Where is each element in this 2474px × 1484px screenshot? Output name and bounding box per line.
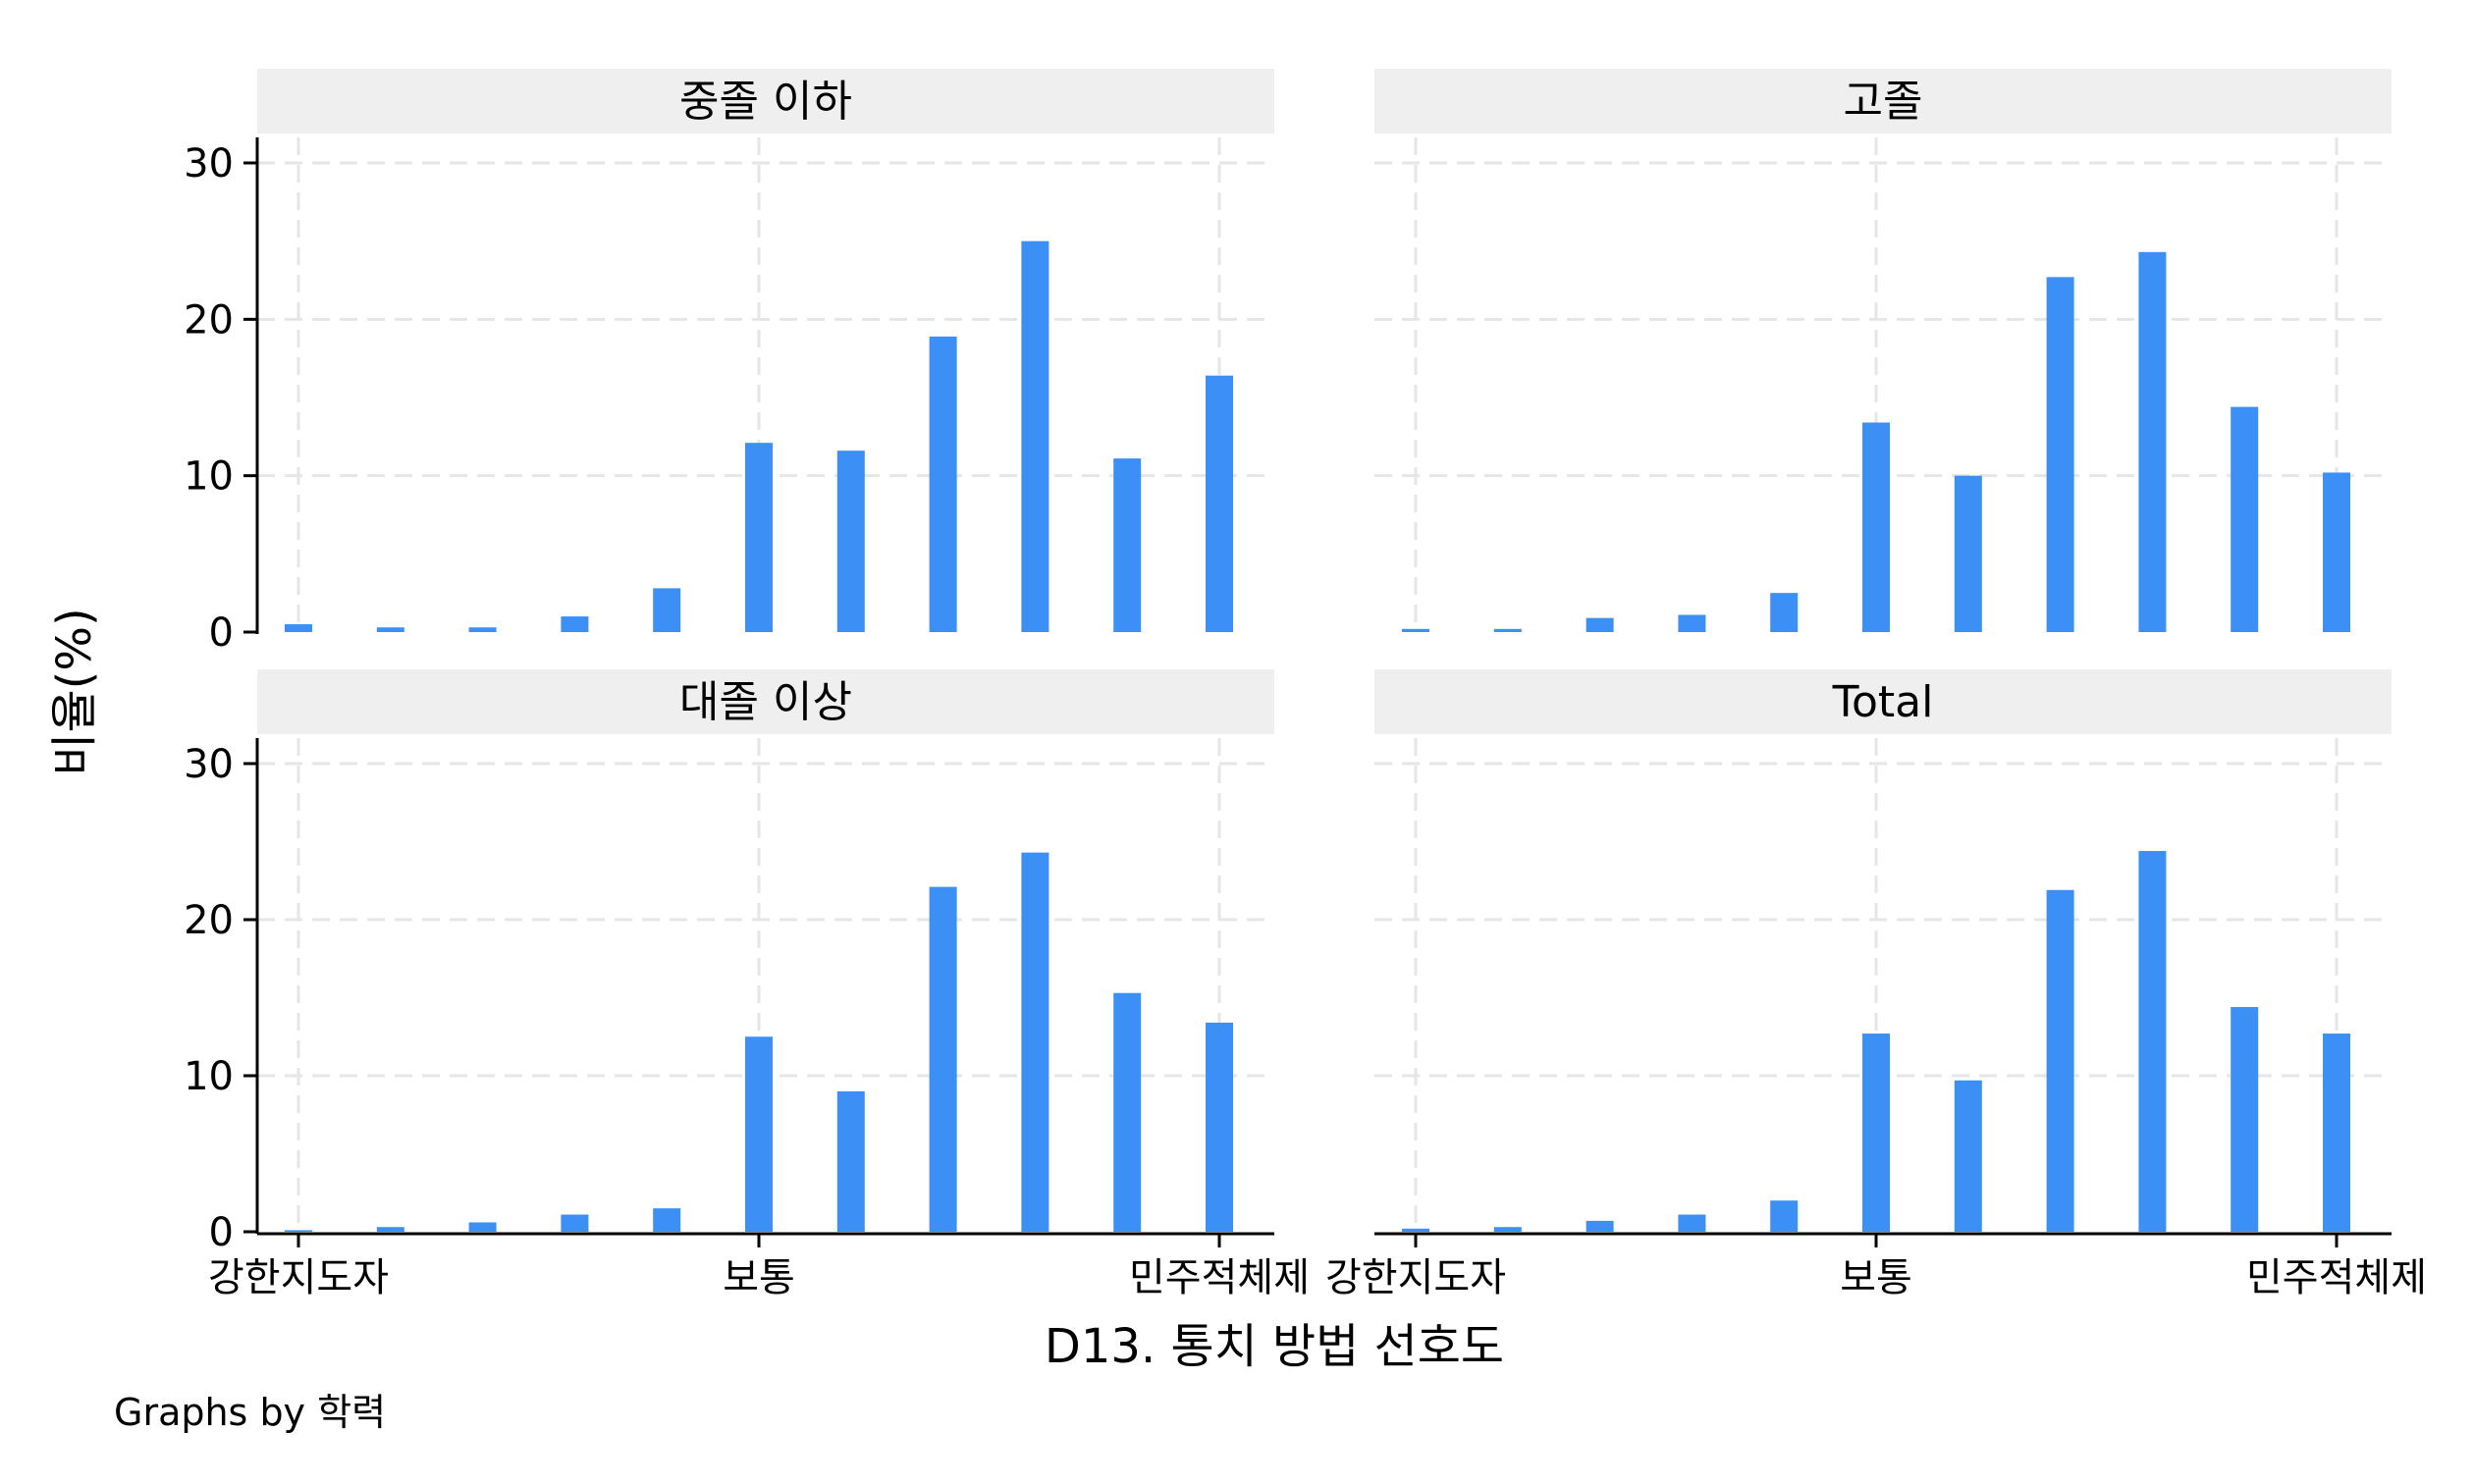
bar <box>2231 1007 2259 1232</box>
bar <box>376 627 404 632</box>
bar <box>561 616 589 632</box>
bar <box>1206 1022 1233 1232</box>
y-tick-label: 20 <box>184 297 234 343</box>
panel-title: 중졸 이하 <box>679 77 852 127</box>
panel-header <box>257 669 1274 734</box>
panel-2: 고졸 <box>1374 69 2392 632</box>
bar <box>2231 406 2259 632</box>
bar <box>1586 617 1614 632</box>
bar <box>561 1214 589 1232</box>
bar <box>1862 422 1890 632</box>
bar <box>1021 240 1049 632</box>
y-tick-label: 0 <box>209 610 234 656</box>
bar <box>1206 375 1233 632</box>
bar <box>1954 1080 1982 1232</box>
bar <box>836 450 865 632</box>
x-tick-label: 민주적체제 <box>1129 1255 1310 1300</box>
panel-header <box>1374 69 2392 133</box>
bar <box>745 443 773 632</box>
bar <box>376 1227 404 1232</box>
panel-3: 대졸 이상 0 10 20 30 강한지도자 보통 민주적체제 <box>184 669 1310 1300</box>
x-axis-title: D13. 통치 방법 선호도 <box>1045 1319 1504 1374</box>
bar <box>745 1036 773 1232</box>
bar <box>1021 852 1049 1232</box>
y-tick-label: 30 <box>184 742 234 787</box>
bar <box>929 336 957 632</box>
bar <box>2138 251 2167 632</box>
y-tick-label: 10 <box>184 454 234 500</box>
y-tick-label: 0 <box>209 1210 234 1255</box>
bar <box>836 1090 865 1232</box>
bar <box>1402 1228 1429 1232</box>
bar <box>653 588 681 632</box>
panel-title: 고졸 <box>1844 77 1923 127</box>
bar <box>653 1208 681 1232</box>
bar <box>2323 1034 2350 1232</box>
panel-4: Total 강한지도자 보통 민주적체제 <box>1325 669 2427 1300</box>
bar <box>1493 628 1522 632</box>
bar <box>1493 1227 1522 1232</box>
panel-header <box>1374 669 2392 734</box>
bar <box>285 624 312 632</box>
bar <box>1770 593 1799 632</box>
x-tick-label: 강한지도자 <box>1325 1255 1506 1300</box>
bar <box>285 1230 312 1232</box>
graphs-by-note: Graphs by 학력 <box>114 1391 386 1434</box>
bar <box>1586 1220 1614 1232</box>
bar <box>2046 889 2074 1232</box>
y-axis-title: 비율(%) <box>47 608 102 775</box>
bar <box>1678 614 1706 632</box>
bar <box>2138 851 2167 1232</box>
bar <box>1862 1034 1890 1232</box>
bar <box>1113 458 1142 632</box>
x-tick-label: 민주적체제 <box>2246 1255 2427 1300</box>
bar <box>1402 628 1429 632</box>
bar <box>1954 475 1982 632</box>
panel-title: Total <box>1832 677 1934 727</box>
y-tick-label: 20 <box>184 898 234 943</box>
panel-header <box>257 69 1274 133</box>
bar <box>1770 1200 1799 1232</box>
bar <box>1678 1214 1706 1232</box>
panel-1: 중졸 이하 0 10 20 30 <box>184 69 1274 656</box>
bar <box>468 1222 497 1232</box>
bar <box>1113 992 1142 1232</box>
x-tick-label: 강한지도자 <box>208 1255 389 1300</box>
y-tick-label: 30 <box>184 141 234 186</box>
x-tick-label: 보통 <box>723 1255 795 1300</box>
bar <box>468 627 497 632</box>
bar <box>929 886 957 1232</box>
bar <box>2046 277 2074 632</box>
panel-title: 대졸 이상 <box>679 677 852 727</box>
y-tick-label: 10 <box>184 1054 234 1099</box>
bar <box>2323 472 2350 632</box>
x-tick-label: 보통 <box>1840 1255 1912 1300</box>
